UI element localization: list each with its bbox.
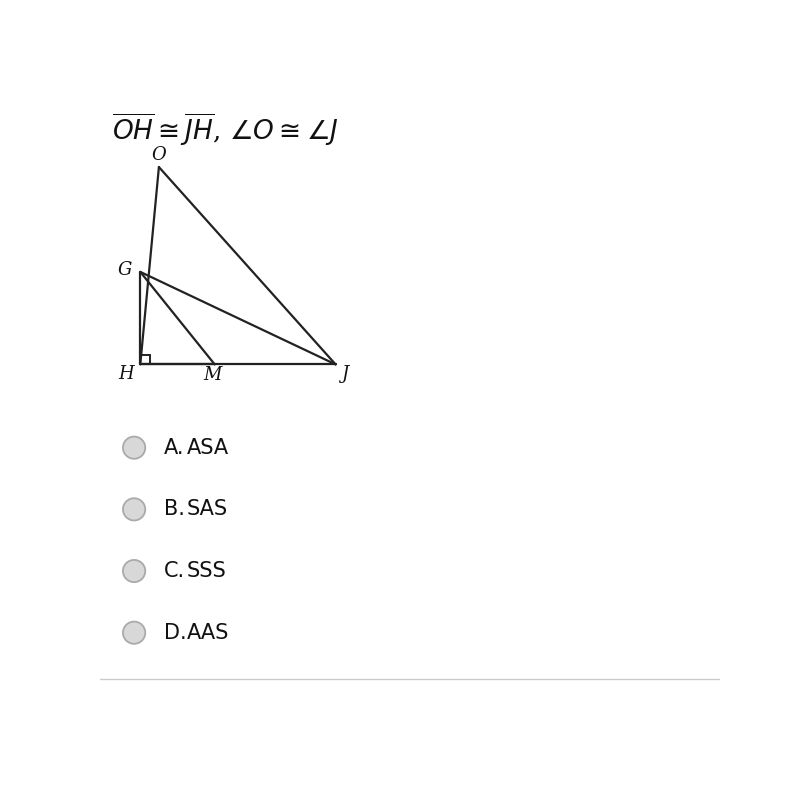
Text: H: H (118, 364, 134, 383)
Text: M: M (204, 366, 222, 384)
Text: D.: D. (164, 622, 186, 642)
Text: SAS: SAS (187, 499, 228, 519)
Text: O: O (151, 146, 166, 163)
Text: J: J (342, 364, 349, 383)
Circle shape (123, 498, 146, 521)
Circle shape (123, 622, 146, 644)
Text: AAS: AAS (187, 622, 229, 642)
Circle shape (123, 437, 146, 459)
Text: A.: A. (164, 437, 184, 457)
Text: ASA: ASA (187, 437, 229, 457)
Text: C.: C. (164, 561, 185, 581)
Text: SSS: SSS (187, 561, 226, 581)
Text: B.: B. (164, 499, 185, 519)
Text: $\overline{OH} \cong \overline{JH}$, $\angle O \cong \angle J$: $\overline{OH} \cong \overline{JH}$, $\a… (112, 111, 339, 148)
Text: G: G (118, 261, 132, 279)
Circle shape (123, 560, 146, 582)
